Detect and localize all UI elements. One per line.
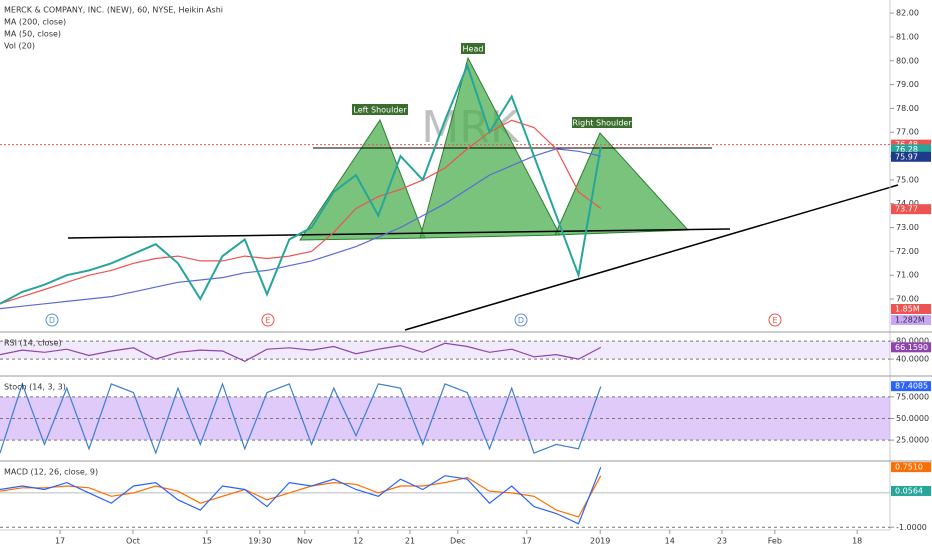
y-tick-label: 82.00	[896, 9, 919, 18]
indicator-label: MA (200, close)	[4, 18, 66, 27]
series-line	[0, 342, 602, 362]
y-tick-label: 78.00	[896, 104, 919, 113]
y-tick-label: 77.00	[896, 128, 919, 137]
volume-marker	[891, 304, 931, 314]
price-marker-label: 0.0564	[895, 486, 923, 495]
indicator-label: Vol (20)	[4, 42, 35, 51]
event-marker	[514, 313, 528, 327]
x-tick-label: Nov	[297, 537, 313, 546]
x-tick-label: 14	[665, 537, 675, 546]
price-marker-label: 66.1590	[895, 343, 928, 352]
x-tick-label: 2019	[590, 537, 610, 546]
left-shoulder	[299, 118, 426, 241]
price-marker-label: 76.28	[895, 145, 918, 154]
price-marker-label: 75.97	[895, 152, 918, 161]
y-tick-label: 70.00	[896, 295, 919, 304]
event-marker	[261, 313, 275, 327]
series-line	[0, 466, 602, 525]
x-tick-label: Oct	[126, 537, 140, 546]
series-line	[0, 62, 602, 305]
annotation: Left Shoulder	[352, 104, 408, 115]
y-tick-label: 74.00	[896, 199, 919, 208]
price-marker	[891, 342, 931, 353]
series-line	[0, 475, 602, 518]
event-label: E	[772, 316, 777, 325]
y-tick-label: 75.0000	[896, 392, 929, 401]
price-marker-label: 0.7510	[895, 463, 923, 472]
x-tick-label: 12	[353, 537, 363, 546]
y-tick-label: 71.00	[896, 271, 919, 280]
price-marker-label: 87.4085	[895, 382, 928, 391]
price-marker	[891, 462, 931, 473]
right-shoulder	[554, 132, 690, 236]
y-tick-label: 80.0000	[896, 337, 929, 346]
pane-title: Stoch (14, 3, 3)	[4, 383, 66, 392]
price-marker	[891, 381, 931, 392]
y-tick-label: 40.0000	[896, 355, 929, 364]
volume-label: 1.85M	[895, 305, 920, 314]
annotation-label: Left Shoulder	[353, 106, 407, 115]
x-tick-label: 18	[852, 537, 862, 546]
event-label: D	[518, 316, 524, 325]
x-tick-label: Feb	[768, 537, 782, 546]
x-tick-label: 17	[522, 537, 532, 546]
annotation-label: Head	[463, 45, 484, 54]
y-tick-label: 73.00	[896, 223, 919, 232]
y-tick-label: 79.00	[896, 80, 919, 89]
x-tick-label: 15	[202, 537, 212, 546]
price-marker-label: 73.77	[895, 205, 918, 214]
price-marker	[891, 151, 931, 162]
series-line	[0, 148, 601, 310]
trend-line	[404, 184, 899, 331]
y-tick-label: 75.00	[896, 175, 919, 184]
pane-title: MACD (12, 26, close, 9)	[4, 468, 98, 477]
y-tick-label: 81.00	[896, 32, 919, 41]
neckline	[67, 228, 731, 239]
annotation: Right Shoulder	[572, 117, 632, 128]
event-marker	[768, 313, 782, 327]
price-marker	[891, 204, 931, 215]
series-line	[0, 382, 602, 455]
event-marker	[45, 313, 59, 327]
annotation-label: Right Shoulder	[572, 119, 632, 128]
price-marker	[891, 485, 931, 496]
x-tick-label: 21	[405, 537, 415, 546]
volume-label: 1.282M	[895, 316, 925, 325]
volume-marker	[891, 315, 931, 325]
price-marker	[891, 144, 931, 155]
y-tick-label: 80.00	[896, 56, 919, 65]
y-tick-label: 25.0000	[896, 436, 929, 445]
y-tick-label: 72.00	[896, 247, 919, 256]
annotation: Head	[461, 43, 485, 54]
indicator-label: MA (50, close)	[4, 30, 61, 39]
pane-title: RSI (14, close)	[4, 339, 62, 348]
x-tick-label: Dec	[450, 537, 465, 546]
event-label: E	[265, 316, 270, 325]
x-tick-label: 19:30	[248, 537, 271, 546]
x-tick-label: 23	[717, 537, 727, 546]
band	[0, 341, 890, 360]
event-label: D	[49, 316, 55, 325]
series-line	[0, 119, 602, 305]
y-tick-label: 50.0000	[896, 414, 929, 423]
x-tick-label: 17	[55, 537, 65, 546]
y-tick-label: -1.0000	[896, 523, 927, 532]
pane-title: MERCK & COMPANY, INC. (NEW), 60, NYSE, H…	[4, 6, 223, 15]
